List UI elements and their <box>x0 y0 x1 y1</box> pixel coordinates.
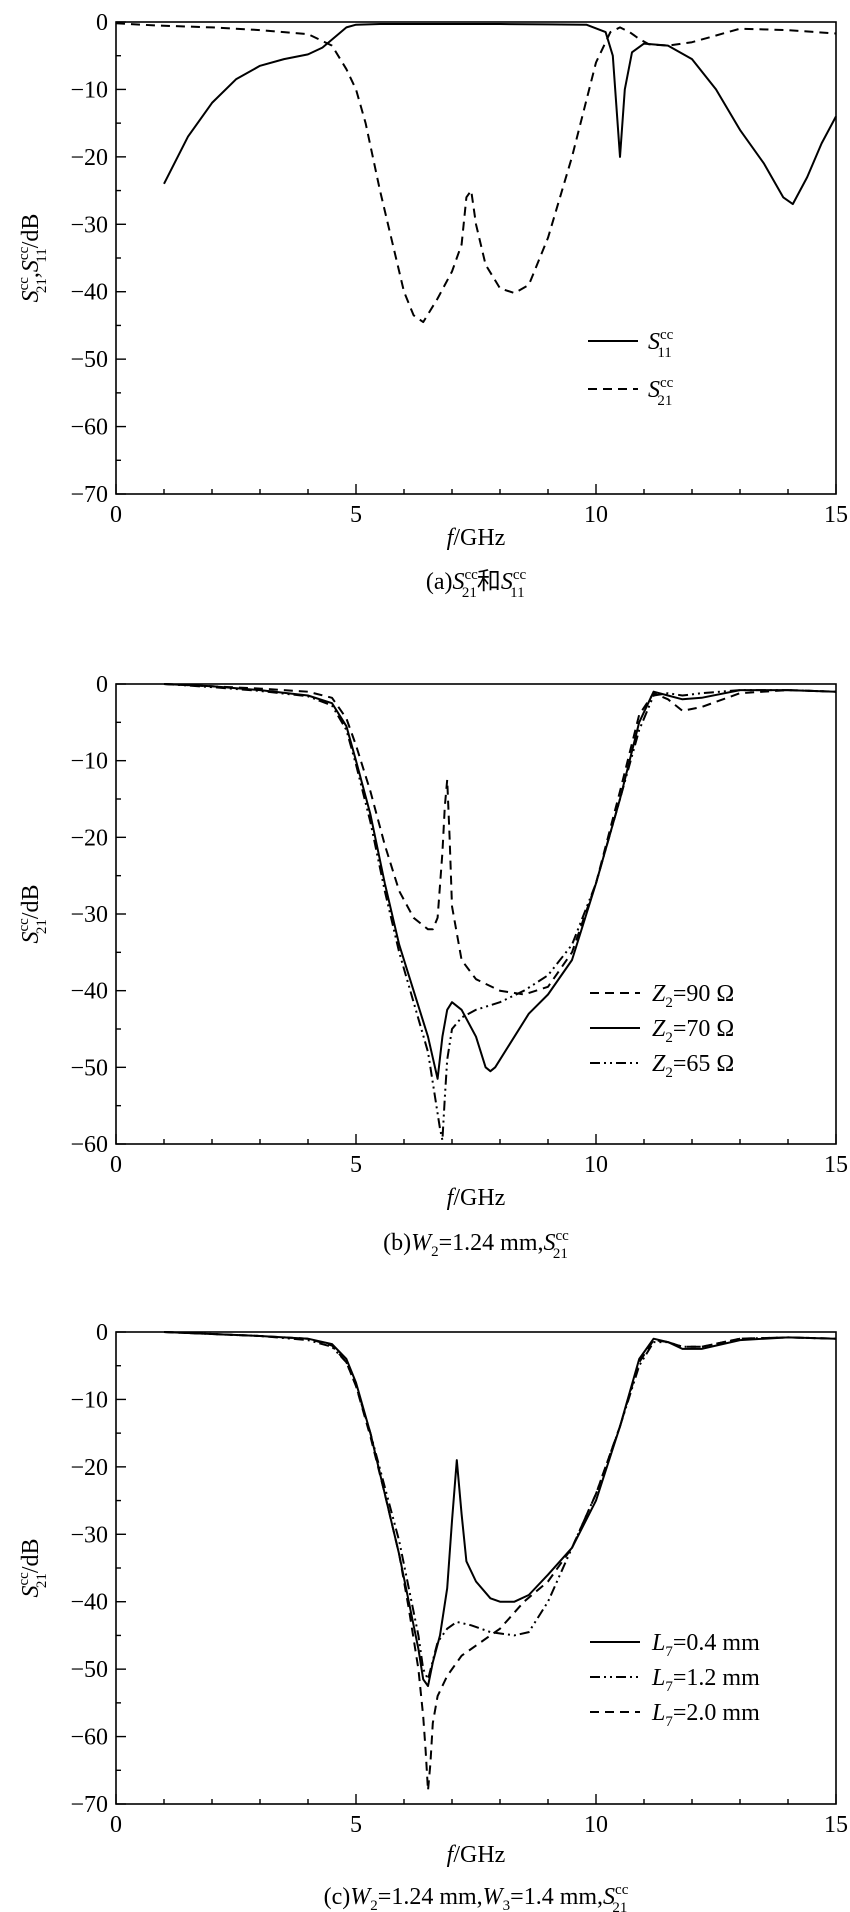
series-line-2 <box>163 683 837 1080</box>
x-tick-label: 5 <box>350 502 362 528</box>
series-line-3 <box>163 1331 837 1792</box>
legend-label-s11: Scc 11 <box>648 327 674 361</box>
y-ticks: 0 −10 −20 −30 −40 −50 −60 −70 <box>70 1320 126 1818</box>
x-tick-label: 0 <box>110 1152 122 1178</box>
x-tick-label: 15 <box>824 1152 848 1178</box>
y-ticks: 0 −10 −20 −30 −40 −50 −60 <box>70 672 126 1158</box>
y-tick-label: 0 <box>96 672 108 698</box>
series-line-1 <box>163 23 837 206</box>
legend: L7=0.4 mm L7=1.2 mm L7=2.0 mm <box>590 1630 760 1730</box>
y-axis-label: Scc 21,Scc 11/dB <box>16 214 50 303</box>
x-tick-label: 15 <box>824 502 848 528</box>
legend-label-z70: Z2=70 Ω <box>652 1016 734 1046</box>
y-tick-label: −50 <box>70 347 108 373</box>
x-ticks: 0 5 10 15 <box>110 484 848 528</box>
y-tick-label: −10 <box>70 77 108 103</box>
y-tick-label: 0 <box>96 1320 108 1346</box>
y-tick-label: −20 <box>70 145 108 171</box>
y-tick-label: −70 <box>70 482 108 508</box>
y-tick-label: −30 <box>70 1522 108 1548</box>
y-tick-label: 0 <box>96 10 108 36</box>
legend-label-z90: Z2=90 Ω <box>652 981 734 1011</box>
y-tick-label: −40 <box>70 979 108 1005</box>
x-axis-label: f/GHz <box>447 525 506 551</box>
y-tick-label: −60 <box>70 1725 108 1751</box>
y-tick-label: −20 <box>70 1455 108 1481</box>
y-ticks: 0 −10 −20 −30 −40 −50 −60 −70 <box>70 10 126 508</box>
y-tick-label: −30 <box>70 212 108 238</box>
y-tick-label: −10 <box>70 749 108 775</box>
legend: Z2=90 Ω Z2=70 Ω Z2=65 Ω <box>590 981 734 1081</box>
series-line-2 <box>163 1331 837 1681</box>
y-tick-label: −40 <box>70 280 108 306</box>
series-lines <box>163 1331 837 1792</box>
legend-label-s21: Scc 21 <box>648 375 674 409</box>
x-ticks: 0 5 10 15 <box>110 1134 848 1178</box>
x-tick-label: 0 <box>110 502 122 528</box>
y-tick-label: −40 <box>70 1590 108 1616</box>
caption-b: (b)W2=1.24 mm,Scc 21 <box>383 1228 569 1262</box>
panel-b: 0 5 10 15 0 −10 −20 −30 −40 −50 −60 f/GHz Scc 21/d… <box>16 672 848 1262</box>
x-tick-label: 5 <box>350 1152 362 1178</box>
y-tick-label: −20 <box>70 825 108 851</box>
x-tick-label: 5 <box>350 1812 362 1838</box>
legend-label-l20: L7=2.0 mm <box>651 1700 760 1730</box>
series-line-2 <box>115 22 837 324</box>
plot-frame <box>115 21 837 495</box>
series-lines <box>115 22 837 324</box>
x-tick-label: 10 <box>584 502 608 528</box>
series-line-1 <box>163 683 837 996</box>
x-tick-label: 0 <box>110 1812 122 1838</box>
legend-label-l04: L7=0.4 mm <box>651 1630 760 1660</box>
x-ticks: 0 5 10 15 <box>110 1794 848 1838</box>
y-axis-label: Scc 21/dB <box>16 884 50 943</box>
plot-frame <box>115 1331 837 1805</box>
x-tick-label: 10 <box>584 1812 608 1838</box>
legend: Scc 11 Scc 21 <box>588 327 674 409</box>
caption-a: (a)Scc 21和Scc 11 <box>426 567 527 601</box>
y-tick-label: −30 <box>70 902 108 928</box>
y-tick-label: −10 <box>70 1387 108 1413</box>
panel-c: 0 5 10 15 0 −10 −20 −30 −40 −50 −60 −70 f/GHz Scc 2… <box>16 1320 848 1912</box>
legend-label-l12: L7=1.2 mm <box>651 1665 760 1695</box>
x-tick-label: 15 <box>824 1812 848 1838</box>
y-tick-label: −50 <box>70 1055 108 1081</box>
panel-a: 0 5 10 15 0 −10 −20 −30 −40 −50 −60 −70 f/GHz Scc 2… <box>16 10 848 601</box>
y-tick-label: −50 <box>70 1657 108 1683</box>
x-axis-label: f/GHz <box>447 1842 506 1868</box>
series-lines <box>163 683 837 1142</box>
y-tick-label: −60 <box>70 1132 108 1158</box>
y-axis-label: Scc 21/dB <box>16 1538 50 1597</box>
y-tick-label: −70 <box>70 1792 108 1818</box>
x-axis-label: f/GHz <box>447 1185 506 1211</box>
legend-label-z65: Z2=65 Ω <box>652 1051 734 1081</box>
y-tick-label: −60 <box>70 415 108 441</box>
x-tick-label: 10 <box>584 1152 608 1178</box>
series-line-3 <box>163 683 837 1142</box>
caption-c: (c)W2=1.24 mm,W3=1.4 mm,Scc 21 <box>324 1882 629 1912</box>
